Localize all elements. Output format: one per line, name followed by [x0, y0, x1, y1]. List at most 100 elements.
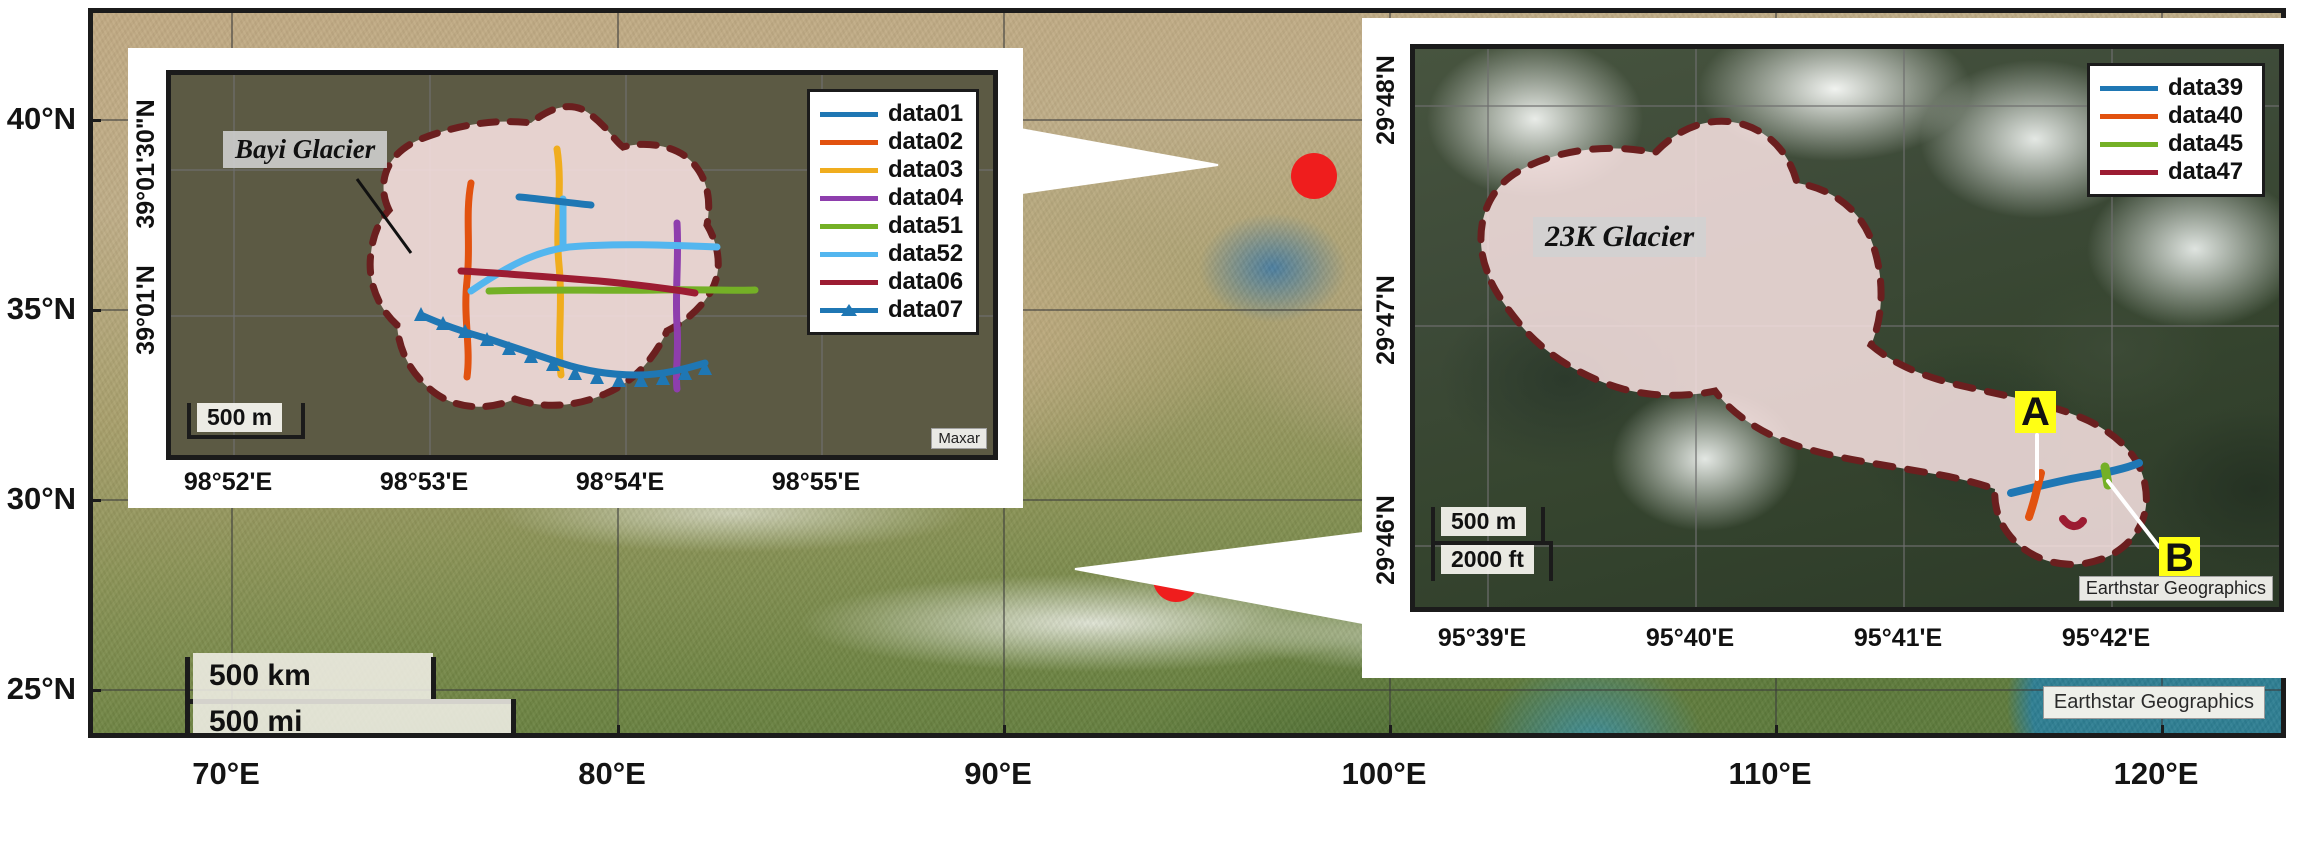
survey-line-data06	[457, 267, 699, 297]
x-label-80E: 80°E	[578, 756, 646, 791]
legend-item-data51[interactable]: data51	[820, 212, 964, 240]
k23-grid-29-48N	[1415, 105, 2279, 107]
survey-line-data39	[2007, 459, 2143, 497]
k23-y-label-2: 29°47'N	[1372, 275, 1400, 365]
legend-item-data45[interactable]: data45	[2100, 130, 2250, 158]
k23-y-label-3: 29°46'N	[1372, 495, 1400, 585]
legend-item-data02[interactable]: data02	[820, 128, 964, 156]
legend-item-data06[interactable]: data06	[820, 268, 964, 296]
x-label-110E: 110°E	[1728, 756, 1812, 791]
legend-item-data07[interactable]: data07	[820, 296, 964, 324]
survey-line-data40	[2025, 469, 2045, 521]
scalebar-km-label: 500 km	[193, 653, 433, 699]
legend-label-data01: data01	[888, 100, 963, 127]
legend-item-data39[interactable]: data39	[2100, 74, 2250, 102]
bayi-scalebar-label: 500 m	[197, 403, 283, 432]
scalebar-km: 500 km	[185, 653, 515, 699]
survey-line-data07-markers	[414, 307, 712, 387]
legend-swatch-data02	[820, 139, 878, 145]
bayi-scalebar: 500 m	[187, 403, 305, 439]
bayi-x-label-3: 98°54'E	[575, 468, 665, 496]
legend-label-data39: data39	[2168, 74, 2243, 101]
bayi-survey-lines	[414, 145, 759, 393]
legend-label-data03: data03	[888, 156, 963, 183]
inset-23k-glacier[interactable]: A B 23K Glacier 500 m 2000 ft Earthstar …	[1362, 18, 2298, 678]
x-label-120E: 120°E	[2113, 756, 2199, 791]
legend-swatch-data51	[820, 223, 878, 229]
bayi-x-label-4: 98°55'E	[771, 468, 861, 496]
survey-line-data02	[462, 179, 475, 381]
bayi-label-leader	[355, 178, 413, 254]
x-label-100E: 100°E	[1341, 756, 1427, 791]
graticule-line-30N	[93, 499, 2281, 501]
survey-line-data03	[553, 145, 565, 379]
inset-bayi-glacier[interactable]: Bayi Glacier 500 m Maxar data01 data02	[128, 48, 1023, 508]
bayi-y-label-2: 39°01'N	[132, 265, 160, 355]
legend-swatch-data01	[820, 111, 878, 117]
point-label-B: B	[2159, 537, 2200, 579]
legend-label-data47: data47	[2168, 158, 2243, 185]
legend-label-data07: data07	[888, 296, 963, 323]
y-tick-25N	[93, 689, 101, 692]
k23-grid-95-41E	[1903, 49, 1905, 607]
bayi-y-label-1: 39°01'30"N	[132, 99, 160, 229]
legend-swatch-data40	[2100, 113, 2158, 119]
legend-swatch-data06	[820, 279, 878, 285]
legend-item-data01[interactable]: data01	[820, 100, 964, 128]
bayi-legend[interactable]: data01 data02 data03 data04 data51	[807, 89, 979, 335]
survey-line-data47	[2059, 515, 2087, 530]
graticule-line-40N	[93, 119, 2281, 121]
bayi-x-label-2: 98°53'E	[379, 468, 469, 496]
triangle-marker-icon	[841, 303, 857, 316]
site-dot-bayi-glacier[interactable]	[1291, 153, 1337, 199]
legend-item-data04[interactable]: data04	[820, 184, 964, 212]
x-tick-90E	[1003, 725, 1006, 733]
legend-swatch-data39	[2100, 85, 2158, 91]
survey-line-data51	[485, 286, 759, 295]
legend-item-data52[interactable]: data52	[820, 240, 964, 268]
k23-scalebar-group: 500 m 2000 ft	[1431, 507, 1553, 581]
k23-scalebar-m-label: 500 m	[1441, 507, 1527, 536]
k23-survey-lines	[2007, 433, 2161, 549]
site-dot-23k-glacier[interactable]	[1153, 556, 1199, 602]
k23-glacier-name-label: 23K Glacier	[1533, 217, 1707, 257]
legend-item-data40[interactable]: data40	[2100, 102, 2250, 130]
k23-scalebar-ft-label: 2000 ft	[1441, 545, 1534, 574]
y-label-25N: 25°N	[6, 671, 76, 706]
legend-label-data02: data02	[888, 128, 963, 155]
x-tick-80E	[617, 725, 620, 733]
y-label-35N: 35°N	[6, 291, 76, 326]
y-tick-30N	[93, 499, 101, 502]
k23-grid-95-42E	[2111, 49, 2113, 607]
scalebar-mi: 500 mi	[185, 699, 516, 733]
x-tick-100E	[1389, 725, 1392, 733]
k23-imagery-attribution: Earthstar Geographics	[2078, 576, 2273, 601]
leader-line-B	[2106, 479, 2161, 549]
bayi-x-label-1: 98°52'E	[183, 468, 273, 496]
bayi-imagery-attribution: Maxar	[931, 428, 987, 449]
legend-item-data47[interactable]: data47	[2100, 158, 2250, 186]
legend-swatch-data07	[820, 303, 878, 316]
bayi-glacier-name-label: Bayi Glacier	[223, 131, 388, 168]
inset-23k-imagery: A B 23K Glacier 500 m 2000 ft Earthstar …	[1410, 44, 2284, 612]
k23-legend[interactable]: data39 data40 data45 data47	[2087, 63, 2265, 197]
y-tick-40N	[93, 119, 101, 122]
graticule-line-25N	[93, 689, 2281, 691]
k23-x-label-1: 95°39'E	[1437, 624, 1527, 652]
k23-x-label-3: 95°41'E	[1853, 624, 1943, 652]
legend-swatch-data52	[820, 251, 878, 257]
legend-label-data06: data06	[888, 268, 963, 295]
x-label-90E: 90°E	[964, 756, 1032, 791]
inset-bayi-imagery: Bayi Glacier 500 m Maxar data01 data02	[166, 70, 998, 460]
y-label-40N: 40°N	[6, 101, 76, 136]
legend-label-data45: data45	[2168, 130, 2243, 157]
survey-line-data01	[515, 193, 595, 209]
y-label-30N: 30°N	[6, 481, 76, 516]
x-tick-120E	[2161, 725, 2164, 733]
legend-item-data03[interactable]: data03	[820, 156, 964, 184]
legend-label-data04: data04	[888, 184, 963, 211]
main-scalebar-group: 500 km 500 mi	[185, 653, 516, 733]
legend-label-data52: data52	[888, 240, 963, 267]
survey-line-data52	[467, 241, 721, 295]
scalebar-mi-label: 500 mi	[193, 699, 515, 733]
